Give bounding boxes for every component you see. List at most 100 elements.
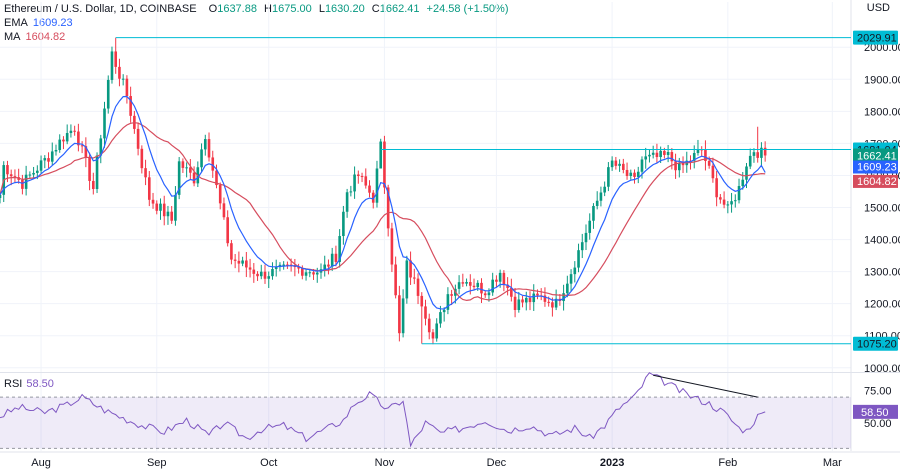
ema-legend-row[interactable]: EMA 1609.23 bbox=[4, 16, 509, 30]
candle-body bbox=[450, 294, 453, 296]
candle-body bbox=[92, 180, 95, 190]
time-tick-label: Feb bbox=[718, 457, 737, 469]
candle-body bbox=[442, 309, 446, 313]
candle-body bbox=[648, 154, 651, 157]
rsi-tick-label: 75.00 bbox=[864, 386, 892, 398]
candle-body bbox=[80, 145, 84, 147]
candle-body bbox=[733, 200, 737, 202]
price-tick-label: 1800.00 bbox=[864, 106, 900, 118]
candle-body bbox=[480, 282, 483, 294]
close-label: C bbox=[371, 3, 380, 15]
candle-body bbox=[420, 295, 424, 307]
candle-body bbox=[345, 192, 349, 212]
candle-body bbox=[543, 295, 547, 302]
candle-body bbox=[603, 186, 606, 193]
candle-body bbox=[386, 187, 390, 229]
change-value: +24.58 (+1.50%) bbox=[426, 3, 509, 15]
candle-body bbox=[719, 197, 722, 200]
candle-body bbox=[566, 283, 569, 294]
candle-body bbox=[491, 279, 494, 293]
candle-body bbox=[65, 133, 69, 142]
ema-line bbox=[0, 95, 766, 310]
ma-badge-bg bbox=[853, 174, 898, 188]
candle-body bbox=[170, 211, 173, 221]
candle-body bbox=[110, 51, 114, 80]
candle-body bbox=[181, 161, 185, 168]
candle-body bbox=[13, 176, 17, 178]
price-tick-label: 2000.00 bbox=[864, 42, 900, 54]
candle-body bbox=[610, 160, 614, 168]
price-tick-label: 1900.00 bbox=[864, 74, 900, 86]
candle-body bbox=[371, 192, 375, 203]
candle-body bbox=[301, 268, 304, 276]
candle-body bbox=[162, 203, 166, 217]
candle-body bbox=[271, 269, 274, 277]
candle-body bbox=[215, 170, 218, 186]
candle-body bbox=[513, 296, 517, 310]
candle-body bbox=[364, 176, 368, 186]
price-tick-label: 1000.00 bbox=[864, 363, 900, 375]
candle-body bbox=[207, 139, 211, 158]
close-value: 1662.41 bbox=[379, 3, 420, 15]
candle-body bbox=[259, 271, 263, 277]
candle-body bbox=[726, 204, 730, 206]
candle-body bbox=[569, 274, 573, 284]
ma-legend-row[interactable]: MA 1604.82 bbox=[4, 30, 509, 44]
candle-body bbox=[614, 160, 618, 166]
candle-body bbox=[592, 205, 595, 221]
price-tick-label: 1400.00 bbox=[864, 235, 900, 247]
candle-body bbox=[398, 295, 401, 334]
candle-body bbox=[95, 155, 99, 190]
candle-body bbox=[476, 282, 480, 288]
rsi-line bbox=[0, 372, 766, 448]
candle-body bbox=[483, 293, 487, 296]
candle-body bbox=[125, 78, 129, 97]
candle-body bbox=[510, 287, 513, 297]
candle-body bbox=[674, 161, 677, 171]
candle-body bbox=[84, 146, 88, 158]
candle-body bbox=[633, 172, 636, 177]
candle-body bbox=[379, 141, 383, 169]
candle-body bbox=[644, 156, 648, 160]
candle-body bbox=[487, 292, 491, 296]
candle-body bbox=[670, 152, 674, 162]
candle-body bbox=[405, 260, 409, 299]
candle-body bbox=[177, 161, 181, 195]
rsi-legend[interactable]: RSI 58.50 bbox=[4, 378, 54, 390]
candle-body bbox=[692, 153, 696, 161]
candle-body bbox=[416, 278, 420, 296]
candle-body bbox=[446, 294, 450, 310]
time-tick-label: Nov bbox=[375, 457, 395, 469]
rsi-last-badge: 58.50 bbox=[861, 407, 889, 419]
candle-body bbox=[528, 297, 532, 303]
candle-body bbox=[622, 163, 625, 170]
rsi-trendline bbox=[653, 374, 758, 398]
rsi-tick-label: 50.00 bbox=[864, 418, 892, 430]
candle-body bbox=[551, 302, 554, 308]
candle-body bbox=[532, 293, 536, 303]
candle-body bbox=[342, 211, 345, 237]
candle-body bbox=[636, 171, 640, 177]
candle-body bbox=[666, 152, 670, 155]
candle-body bbox=[655, 152, 659, 158]
ma-label: MA bbox=[4, 31, 21, 43]
candle-body bbox=[506, 284, 509, 288]
symbol-title[interactable]: Ethereum / U.S. Dollar, 1D, COINBASE bbox=[4, 3, 197, 15]
candle-body bbox=[144, 168, 147, 178]
candle-body bbox=[412, 277, 416, 279]
candle-body bbox=[256, 273, 259, 277]
ma-line bbox=[0, 122, 766, 302]
currency-label[interactable]: USD bbox=[866, 2, 890, 14]
candle-body bbox=[54, 150, 58, 152]
candle-body bbox=[584, 232, 588, 243]
candle-body bbox=[659, 150, 662, 158]
rsi-value: 58.50 bbox=[26, 378, 54, 390]
candle-body bbox=[580, 242, 584, 251]
low-label: L bbox=[318, 3, 325, 15]
candle-body bbox=[353, 174, 356, 192]
candle-body bbox=[521, 299, 524, 303]
candle-body bbox=[129, 96, 132, 116]
candle-body bbox=[547, 301, 550, 303]
candle-body bbox=[43, 158, 47, 161]
